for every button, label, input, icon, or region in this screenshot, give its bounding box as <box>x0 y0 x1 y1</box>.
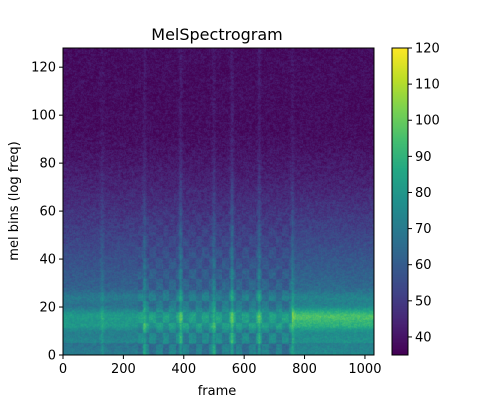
x-axis-title: frame <box>198 384 237 399</box>
colorbar-tick-label: 80 <box>415 186 432 201</box>
colorbar-tick-label: 90 <box>415 150 432 165</box>
colorbar-gradient <box>392 48 408 355</box>
colorbar-tick-label: 50 <box>415 294 432 309</box>
colorbar-ticks: 40 50 60 70 80 90 100 110 120 <box>408 42 440 345</box>
y-tick-label: 40 <box>39 253 56 268</box>
x-tick-label: 1000 <box>348 362 381 377</box>
y-axis-title: mel bins (log freq) <box>7 141 22 260</box>
colorbar-tick-label: 70 <box>415 222 432 237</box>
colorbar-tick-label: 120 <box>415 42 440 57</box>
colorbar-tick-label: 110 <box>415 78 440 93</box>
colorbar-frame <box>391 47 409 356</box>
plot-frame <box>62 47 375 356</box>
y-tick-label: 60 <box>39 205 56 220</box>
colorbar-tick-label: 100 <box>415 114 440 129</box>
heatmap-raster <box>63 48 374 355</box>
colorbar-tick-label: 40 <box>415 330 432 345</box>
colorbar: 40 50 60 70 80 90 100 110 120 <box>391 42 440 356</box>
heatmap-image <box>63 48 374 355</box>
x-tick-label: 800 <box>292 362 317 377</box>
x-tick-label: 0 <box>59 362 67 377</box>
y-tick-label: 100 <box>31 109 56 124</box>
y-tick-label: 20 <box>39 301 56 316</box>
y-tick-label: 80 <box>39 157 56 172</box>
y-tick-label: 0 <box>48 349 56 364</box>
x-tick-label: 600 <box>232 362 257 377</box>
y-tick-label: 120 <box>31 61 56 76</box>
y-axis: 0 20 40 60 80 100 120 <box>31 61 63 364</box>
x-tick-label: 400 <box>171 362 196 377</box>
x-tick-label: 200 <box>111 362 136 377</box>
chart-title: MelSpectrogram <box>151 25 282 44</box>
colorbar-tick-label: 60 <box>415 258 432 273</box>
x-axis: 0 200 400 600 800 1000 <box>59 355 381 377</box>
